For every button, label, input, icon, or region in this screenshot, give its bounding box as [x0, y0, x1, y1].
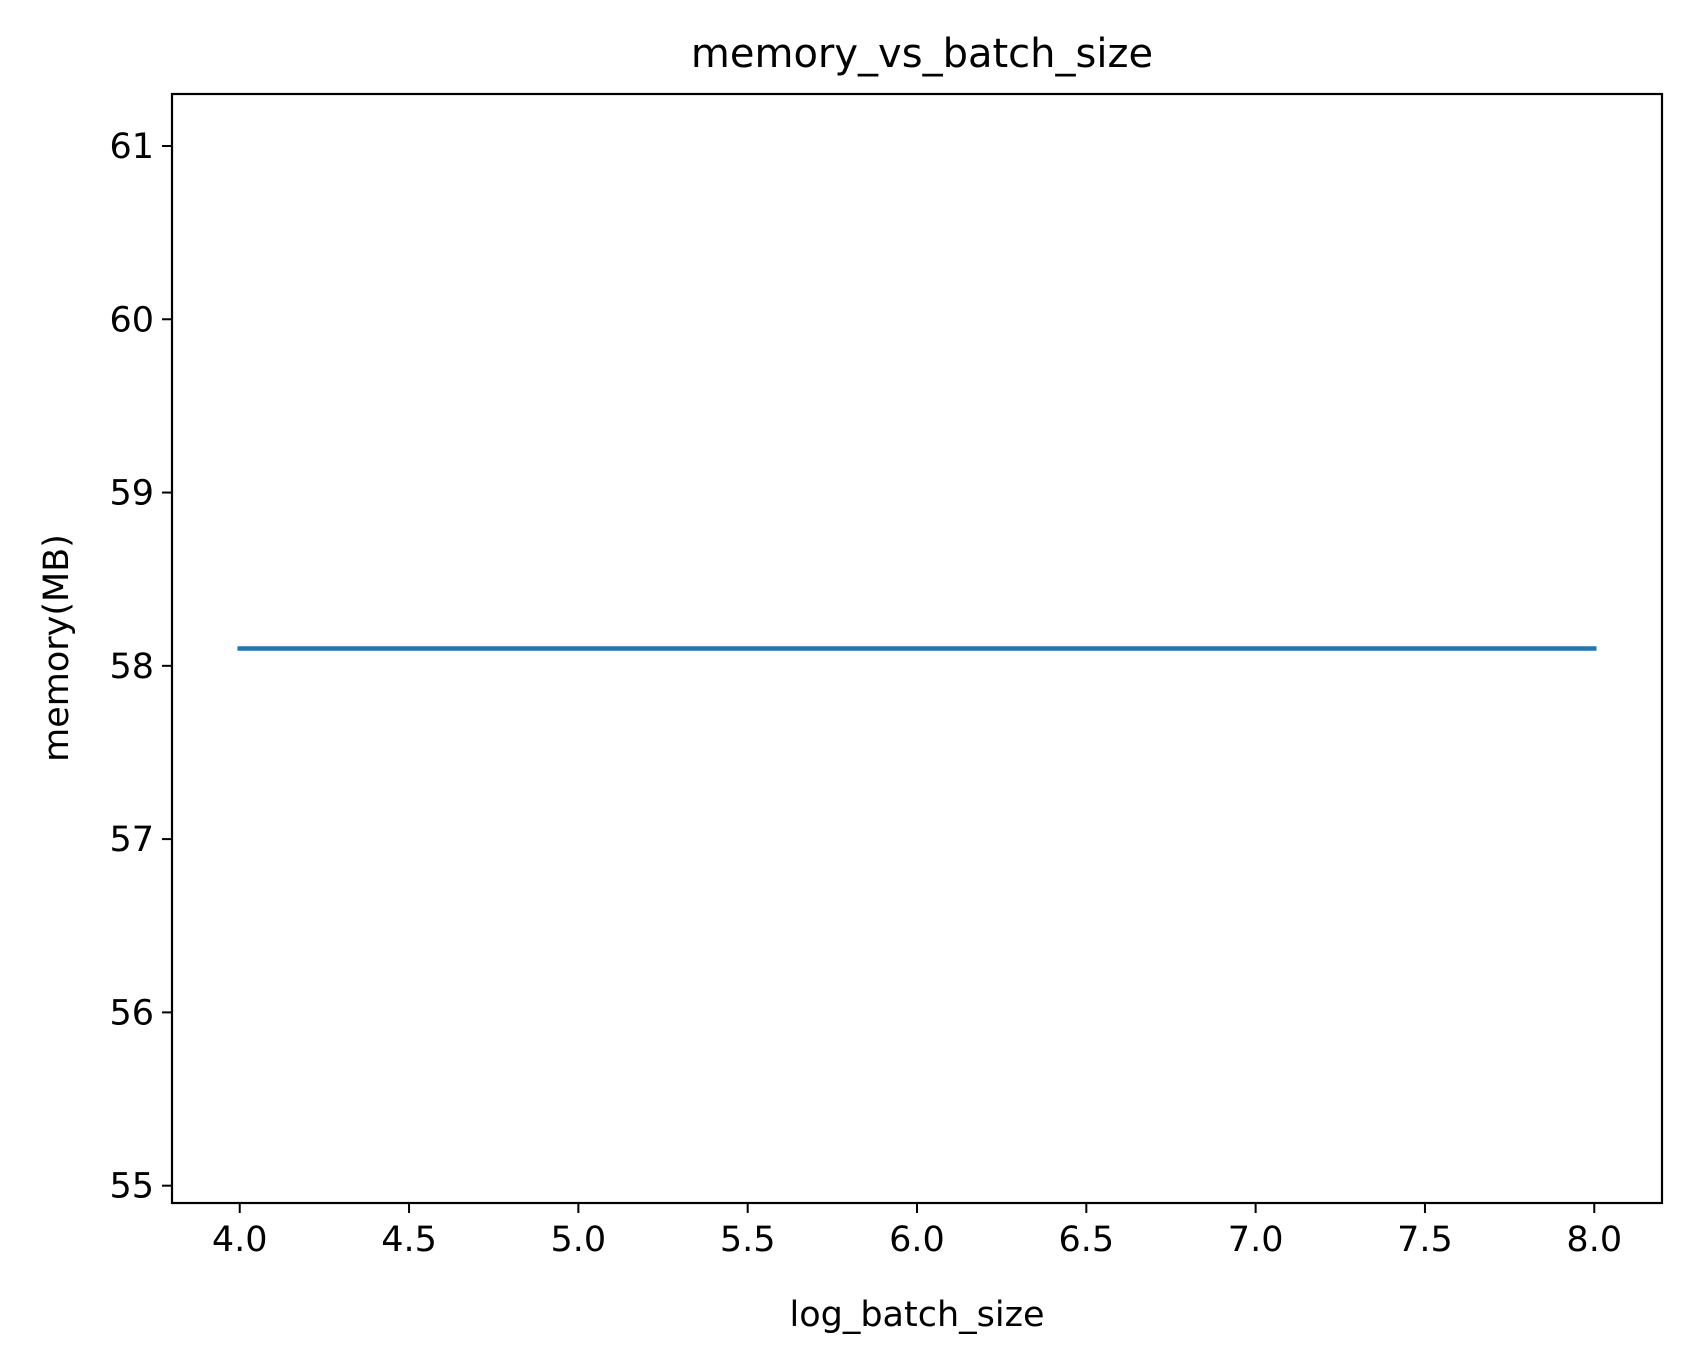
- y-tick-label: 55: [109, 1167, 154, 1207]
- y-tick-label: 60: [109, 300, 154, 340]
- x-tick-label: 6.5: [1058, 1220, 1114, 1260]
- x-tick-label: 8.0: [1566, 1220, 1622, 1260]
- y-tick-label: 58: [109, 647, 154, 687]
- x-tick-label: 4.5: [381, 1220, 437, 1260]
- x-tick-label: 7.5: [1397, 1220, 1453, 1260]
- y-tick-label: 59: [109, 474, 154, 514]
- y-tick-label: 56: [109, 993, 154, 1033]
- chart-title: memory_vs_batch_size: [691, 31, 1153, 77]
- x-tick-label: 4.0: [212, 1220, 268, 1260]
- x-tick-label: 7.0: [1228, 1220, 1284, 1260]
- x-tick-label: 5.5: [720, 1220, 776, 1260]
- y-axis: 55 56 57 58 59 60 61: [109, 127, 172, 1207]
- y-axis-label: memory(MB): [37, 534, 77, 762]
- x-tick-label: 6.0: [889, 1220, 945, 1260]
- x-axis: 4.0 4.5 5.0 5.5 6.0 6.5 7.0 7.5 8.0: [212, 1203, 1622, 1260]
- y-tick-label: 61: [109, 127, 154, 167]
- x-axis-label: log_batch_size: [789, 1295, 1044, 1335]
- y-tick-label: 57: [109, 820, 154, 860]
- x-tick-label: 5.0: [551, 1220, 607, 1260]
